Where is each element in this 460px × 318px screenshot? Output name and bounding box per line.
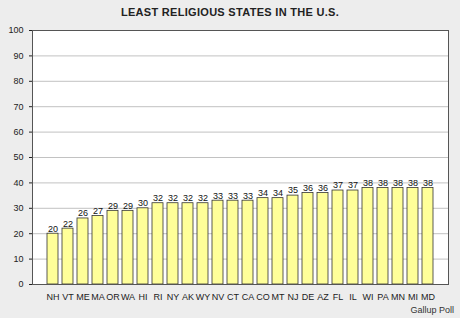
svg-text:30: 30 [13,203,23,213]
svg-text:20: 20 [48,224,58,234]
svg-text:CO: CO [256,292,270,302]
svg-text:60: 60 [13,127,23,137]
svg-text:80: 80 [13,76,23,86]
html-text:Gallup Poll: Gallup Poll [410,305,454,315]
svg-text:40: 40 [13,178,23,188]
svg-text:MA: MA [91,292,105,302]
svg-text:DE: DE [302,292,315,302]
svg-text:38: 38 [378,178,388,188]
svg-text:ME: ME [76,292,90,302]
svg-text:33: 33 [213,191,223,201]
svg-text:36: 36 [318,183,328,193]
svg-text:33: 33 [243,191,253,201]
svg-text:38: 38 [423,178,433,188]
svg-text:OR: OR [106,292,120,302]
svg-text:38: 38 [363,178,373,188]
svg-text:0: 0 [18,279,23,289]
svg-text:CA: CA [242,292,255,302]
svg-text:WA: WA [121,292,135,302]
svg-text:34: 34 [273,188,283,198]
svg-text:70: 70 [13,102,23,112]
svg-text:29: 29 [108,201,118,211]
svg-text:29: 29 [123,201,133,211]
svg-text:RI: RI [154,292,163,302]
svg-text:WY: WY [196,292,211,302]
svg-text:20: 20 [13,229,23,239]
svg-text:PA: PA [377,292,388,302]
svg-text:NY: NY [167,292,180,302]
svg-text:32: 32 [168,193,178,203]
svg-text:MD: MD [421,292,435,302]
svg-text:34: 34 [258,188,268,198]
svg-text:36: 36 [303,183,313,193]
svg-text:37: 37 [348,180,358,190]
svg-text:MT: MT [272,292,285,302]
svg-text:33: 33 [228,191,238,201]
svg-text:32: 32 [198,193,208,203]
svg-text:HI: HI [139,292,148,302]
svg-text:37: 37 [333,180,343,190]
svg-text:38: 38 [393,178,403,188]
svg-text:22: 22 [63,219,73,229]
svg-text:CT: CT [227,292,239,302]
svg-text:IL: IL [349,292,357,302]
svg-text:27: 27 [93,206,103,216]
svg-text:NV: NV [212,292,225,302]
svg-text:NJ: NJ [288,292,299,302]
svg-text:100: 100 [8,25,23,35]
svg-text:26: 26 [78,208,88,218]
svg-text:90: 90 [13,51,23,61]
svg-text:35: 35 [288,185,298,195]
svg-text:NH: NH [47,292,60,302]
svg-text:FL: FL [333,292,344,302]
svg-text:32: 32 [153,193,163,203]
svg-text:MI: MI [408,292,418,302]
svg-text:10: 10 [13,254,23,264]
svg-text:VT: VT [62,292,74,302]
html-text:LEAST RELIGIOUS STATES IN THE: LEAST RELIGIOUS STATES IN THE U.S. [120,6,340,18]
svg-text:32: 32 [183,193,193,203]
svg-text:38: 38 [408,178,418,188]
svg-text:AK: AK [182,292,194,302]
svg-text:30: 30 [138,198,148,208]
svg-text:50: 50 [13,152,23,162]
svg-text:WI: WI [363,292,374,302]
svg-text:MN: MN [391,292,405,302]
svg-text:AZ: AZ [317,292,329,302]
